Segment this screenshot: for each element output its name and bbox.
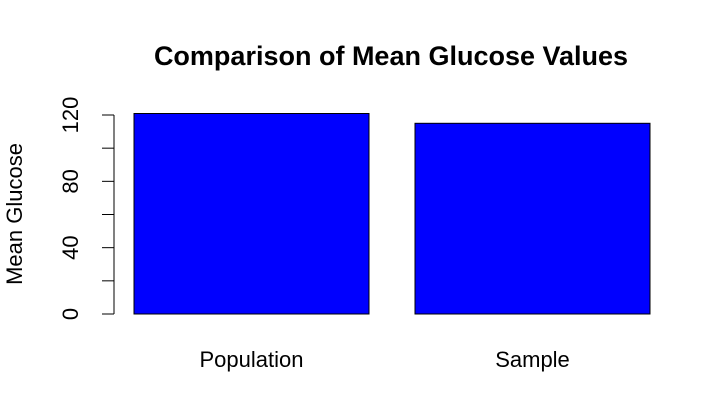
y-tick-label: 80 [58, 169, 83, 193]
y-axis: 0 40 80 120 [58, 97, 115, 320]
bars [133, 113, 651, 315]
y-tick-label: 0 [58, 308, 83, 320]
x-axis-categories: Population Sample [200, 347, 570, 372]
category-label-sample: Sample [495, 347, 570, 372]
y-tick-label: 40 [58, 235, 83, 259]
y-axis-label: Mean Glucose [2, 143, 27, 285]
y-tick-label: 120 [58, 97, 83, 134]
category-label-population: Population [200, 347, 304, 372]
bar-sample [414, 122, 651, 315]
bar-population [133, 113, 370, 315]
chart-title: Comparison of Mean Glucose Values [154, 41, 628, 71]
